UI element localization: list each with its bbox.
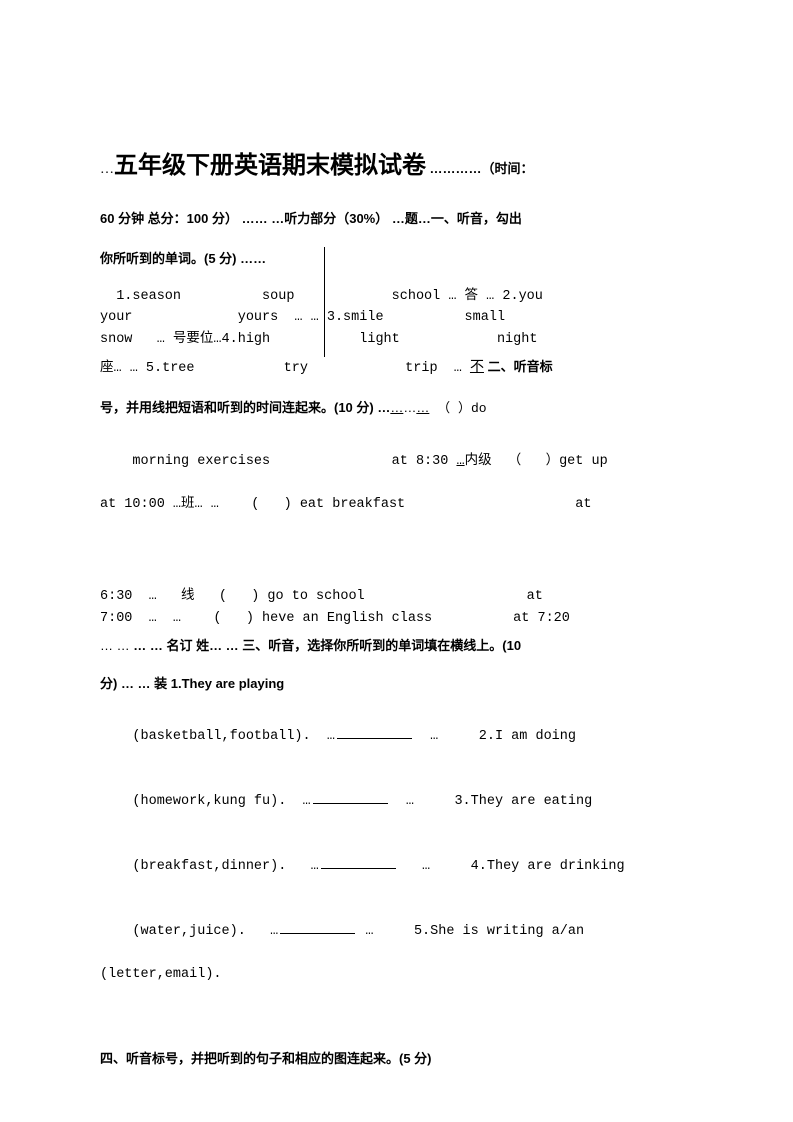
- q3-line5: (letter,email).: [100, 964, 693, 986]
- main-title: 五年级下册英语期末模拟试卷: [114, 152, 426, 179]
- s3-prefix: … …: [100, 638, 133, 653]
- q2-line4: 7:00 … … ( ) heve an English class at 7:…: [100, 608, 693, 630]
- q2-l1a: morning exercises at 8:30: [132, 454, 456, 469]
- section1-heading: 你所听到的单词。(5 分) ……: [100, 241, 693, 277]
- q3-line1: (basketball,football). … … 2.I am doing: [100, 705, 693, 770]
- q3-l3b: … 4.They are drinking: [398, 859, 625, 874]
- vertical-line-1: [324, 247, 325, 357]
- q1-line4-wrap: 座… … 5.tree try trip … 不 二、听音标: [100, 350, 693, 386]
- section3-sub-text: 分) … … 装 1.They are playing: [100, 676, 284, 691]
- u1: …: [390, 400, 403, 415]
- time-label: （时间：: [482, 161, 534, 176]
- section3-heading: … … … … 名订 姓… … 三、听音，选择你所听到的单词填在横线上。(10: [100, 629, 693, 663]
- section2-heading: 号，并用线把短语和听到的时间连起来。(10 分) ………… （ ）do: [100, 391, 693, 426]
- q3-l4a: (water,juice). …: [132, 924, 278, 939]
- q2-line3: 6:30 … 线 ( ) go to school at: [100, 586, 693, 608]
- section2-label: 二、听音标: [484, 359, 553, 374]
- blank-3[interactable]: [321, 857, 396, 869]
- section3-sub: 分) … … 装 1.They are playing: [100, 667, 693, 701]
- blank-4[interactable]: [280, 922, 355, 934]
- u2: …: [416, 400, 429, 415]
- q3-line4: (water,juice). … … 5.She is writing a/an: [100, 899, 693, 964]
- q3-line3: (breakfast,dinner). … … 4.They are drink…: [100, 834, 693, 899]
- d1: …: [403, 400, 416, 415]
- meta-line: 60 分钟 总分：100 分） …… …听力部分（30%） …题…一、听音，勾出: [100, 201, 693, 237]
- q2-l1u: …: [456, 454, 464, 469]
- q3-l3a: (breakfast,dinner). …: [132, 859, 318, 874]
- q2-line1: morning exercises at 8:30 …内级 （ ）get up: [100, 430, 693, 495]
- q1-line1: 1.season soup school … 答 … 2.you: [100, 286, 693, 308]
- blank-2[interactable]: [313, 792, 388, 804]
- section4-heading: 四、听音标号，并把听到的句子和相应的图连起来。(5 分): [100, 1045, 693, 1074]
- q2-line2: at 10:00 …班… … ( ) eat breakfast at: [100, 494, 693, 516]
- q3-l2b: … 3.They are eating: [390, 794, 593, 809]
- section2-text: 号，并用线把短语和听到的时间连起来。(10 分) …: [100, 400, 390, 415]
- q3-l4b: … 5.She is writing a/an: [357, 924, 584, 939]
- title-dots: …………: [430, 161, 482, 176]
- section1-text: 你所听到的单词。(5 分) ……: [100, 251, 266, 266]
- q1-line2: your yours … … 3.smile small: [100, 307, 693, 329]
- q1-line4a: 座… … 5.tree try trip …: [100, 361, 470, 376]
- q2-opt: （ ）do: [429, 401, 486, 416]
- q3-l1a: (basketball,football). …: [132, 729, 335, 744]
- q3-l1b: … 2.I am doing: [414, 729, 576, 744]
- meta-text: 60 分钟 总分：100 分） …… …听力部分（30%） …题…一、听音，勾出: [100, 211, 522, 226]
- q1-line3: snow … 号要位…4.high light night: [100, 329, 693, 351]
- underline-bu: 不: [470, 360, 484, 375]
- title-line: …五年级下册英语期末模拟试卷 …………（时间：: [100, 140, 693, 193]
- section3-text: … … 名订 姓… … 三、听音，选择你所听到的单词填在横线上。(10: [133, 638, 521, 653]
- q2-l1b: 内级 （ ）get up: [465, 454, 608, 469]
- q3-l2a: (homework,kung fu). …: [132, 794, 310, 809]
- q3-line2: (homework,kung fu). … … 3.They are eatin…: [100, 769, 693, 834]
- blank-1[interactable]: [337, 727, 412, 739]
- title-prefix: …: [100, 162, 114, 177]
